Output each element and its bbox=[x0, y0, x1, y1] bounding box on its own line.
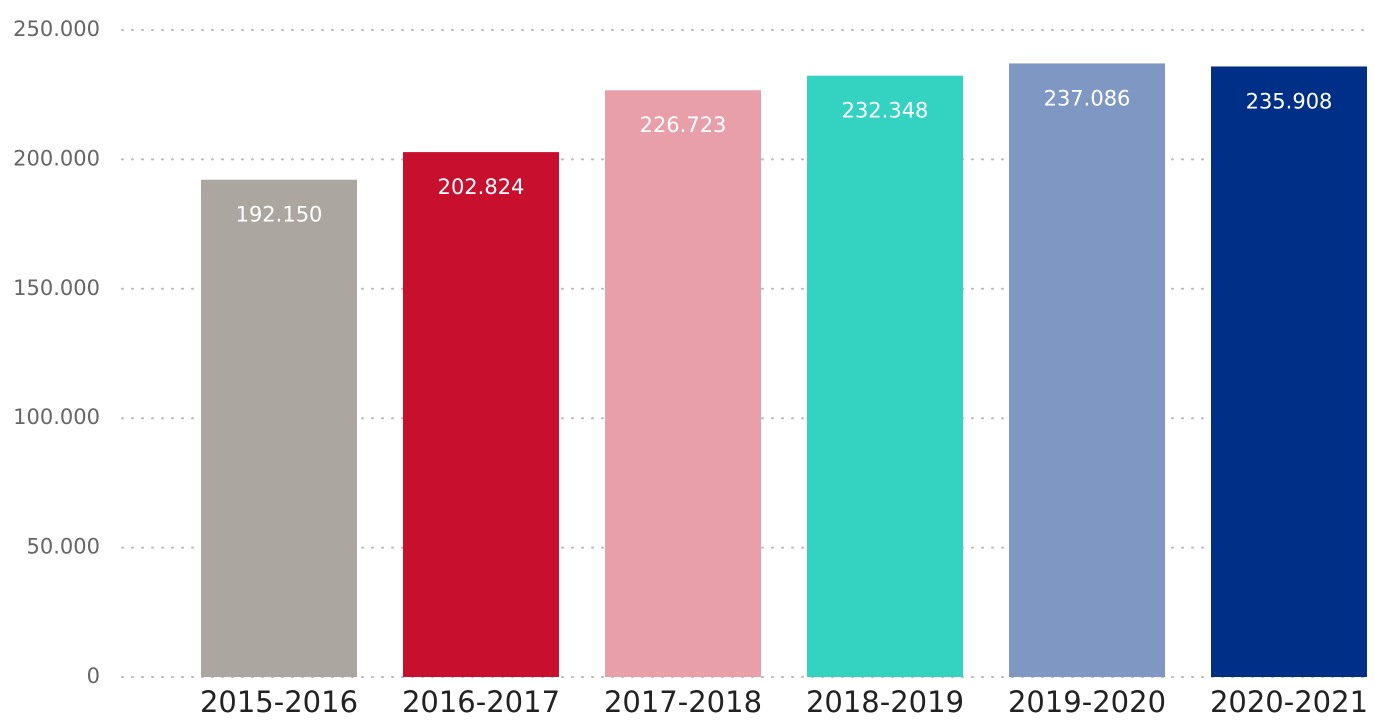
x-tick-label: 2017-2018 bbox=[604, 685, 762, 719]
bar bbox=[201, 179, 357, 677]
x-tick-label: 2015-2016 bbox=[200, 685, 358, 719]
bar bbox=[1009, 63, 1165, 677]
y-tick-label: 250.000 bbox=[13, 17, 100, 41]
x-tick-label: 2020-2021 bbox=[1210, 685, 1368, 719]
value-label: 226.723 bbox=[640, 113, 727, 137]
y-tick-label: 150.000 bbox=[13, 276, 100, 300]
x-tick-label: 2018-2019 bbox=[806, 685, 964, 719]
bar bbox=[605, 90, 761, 678]
value-label: 232.348 bbox=[842, 99, 929, 123]
value-label: 237.086 bbox=[1044, 86, 1131, 110]
value-label: 235.908 bbox=[1246, 89, 1333, 113]
y-tick-label: 200.000 bbox=[13, 146, 100, 170]
bar bbox=[807, 75, 963, 678]
value-label: 192.150 bbox=[236, 203, 323, 227]
bar bbox=[403, 152, 559, 677]
x-tick-label: 2019-2020 bbox=[1008, 685, 1166, 719]
y-tick-label: 50.000 bbox=[27, 535, 100, 559]
y-tick-label: 100.000 bbox=[13, 405, 100, 429]
y-tick-label: 0 bbox=[87, 664, 100, 688]
value-label: 202.824 bbox=[438, 175, 525, 199]
x-tick-label: 2016-2017 bbox=[402, 685, 560, 719]
bar bbox=[1211, 66, 1367, 677]
